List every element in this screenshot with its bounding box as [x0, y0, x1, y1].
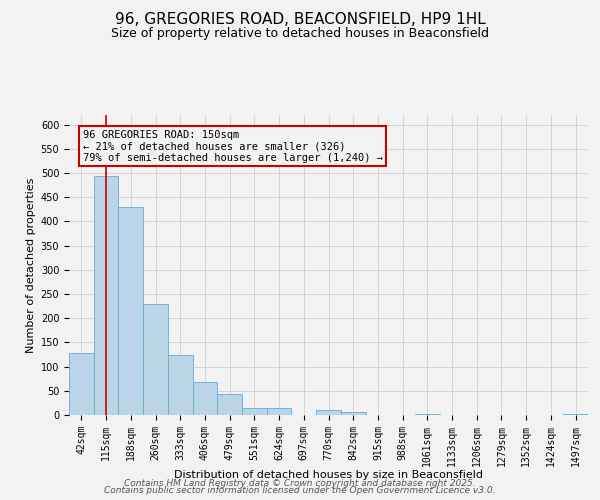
Bar	[267, 408, 292, 415]
Text: Size of property relative to detached houses in Beaconsfield: Size of property relative to detached ho…	[111, 28, 489, 40]
Bar	[242, 408, 267, 415]
Bar	[168, 356, 193, 415]
X-axis label: Distribution of detached houses by size in Beaconsfield: Distribution of detached houses by size …	[174, 470, 483, 480]
Text: Contains public sector information licensed under the Open Government Licence v3: Contains public sector information licen…	[104, 486, 496, 495]
Bar	[118, 207, 143, 415]
Bar	[143, 304, 168, 415]
Bar	[217, 394, 242, 415]
Y-axis label: Number of detached properties: Number of detached properties	[26, 178, 37, 352]
Bar	[316, 410, 341, 415]
Bar	[94, 176, 118, 415]
Bar	[193, 382, 217, 415]
Bar	[69, 353, 94, 415]
Text: Contains HM Land Registry data © Crown copyright and database right 2025.: Contains HM Land Registry data © Crown c…	[124, 478, 476, 488]
Bar	[563, 414, 588, 415]
Text: 96 GREGORIES ROAD: 150sqm
← 21% of detached houses are smaller (326)
79% of semi: 96 GREGORIES ROAD: 150sqm ← 21% of detac…	[83, 130, 383, 162]
Text: 96, GREGORIES ROAD, BEACONSFIELD, HP9 1HL: 96, GREGORIES ROAD, BEACONSFIELD, HP9 1H…	[115, 12, 485, 28]
Bar	[341, 412, 365, 415]
Bar	[415, 414, 440, 415]
